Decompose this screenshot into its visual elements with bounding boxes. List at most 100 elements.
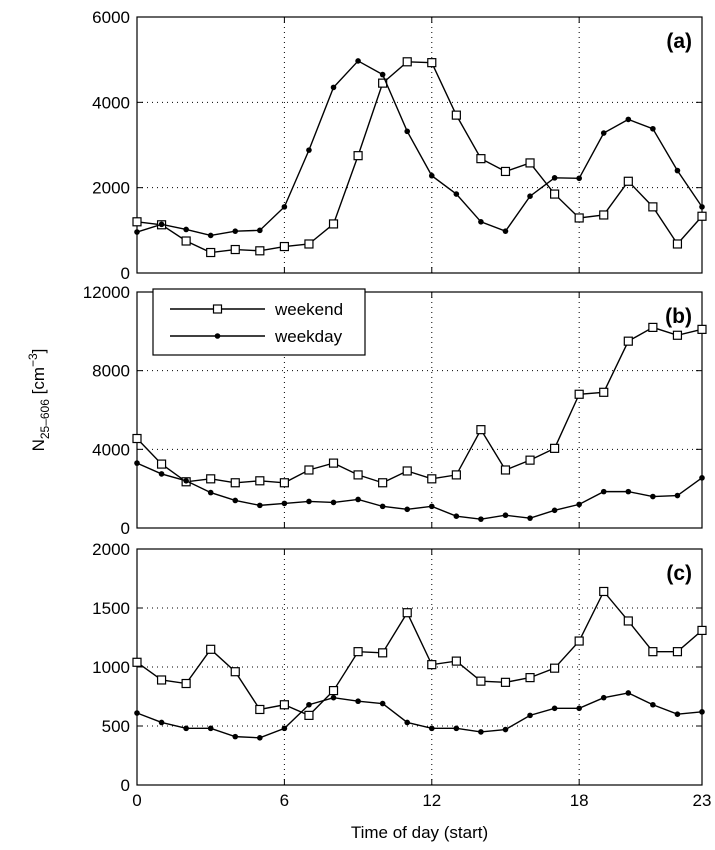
data-point-weekday — [158, 221, 165, 228]
data-point-weekend — [402, 466, 412, 476]
legend-label-weekday: weekday — [274, 327, 343, 346]
data-point-weekend — [206, 474, 216, 484]
legend-box — [152, 288, 366, 356]
data-point-weekday — [379, 71, 386, 78]
y-tick-label: 500 — [102, 717, 130, 736]
data-point-weekday — [281, 204, 288, 210]
data-point-weekend — [574, 389, 584, 399]
data-point-weekday — [158, 719, 165, 726]
panel-b: 0 4000 8000 12000 (b) — [83, 283, 707, 538]
series-line-weekday — [136, 692, 703, 739]
data-point-weekend — [206, 644, 216, 654]
data-point-weekday — [134, 229, 140, 235]
data-point-weekday — [551, 507, 558, 514]
data-point-weekend — [525, 158, 535, 168]
data-point-weekend — [328, 219, 339, 229]
data-point-weekend — [525, 673, 535, 683]
data-point-weekday — [699, 475, 705, 481]
data-point-weekday — [576, 501, 582, 508]
data-point-weekday — [478, 219, 484, 225]
data-point-weekday — [551, 175, 558, 181]
y-tick-label: 6000 — [92, 8, 130, 27]
data-point-weekday — [699, 709, 705, 715]
data-point-weekday — [674, 167, 681, 174]
data-point-weekend — [672, 239, 683, 249]
data-point-weekday — [207, 232, 214, 239]
data-point-weekday — [232, 228, 239, 234]
data-point-weekend — [206, 247, 216, 258]
panel-frame — [136, 291, 703, 529]
data-point-weekday — [281, 725, 288, 732]
panel-a: 0 2000 4000 6000 (a) — [92, 8, 707, 283]
data-point-weekend — [255, 704, 265, 715]
data-point-weekday — [650, 493, 656, 500]
data-point-weekday — [281, 500, 288, 507]
data-point-weekday — [699, 204, 705, 210]
data-point-weekend — [697, 324, 707, 334]
y-tick-label: 12000 — [83, 283, 130, 302]
data-point-weekend — [402, 608, 412, 618]
data-point-weekend — [230, 478, 240, 488]
data-point-weekend — [451, 110, 461, 120]
data-point-weekend — [623, 176, 633, 186]
data-point-weekday — [650, 125, 656, 132]
panel-frame — [136, 16, 703, 274]
y-tick-label: 1500 — [92, 599, 130, 618]
data-point-weekend — [230, 244, 240, 255]
data-point-weekend — [648, 202, 658, 212]
data-point-weekday — [207, 725, 214, 732]
series-line-weekday — [136, 60, 703, 237]
data-point-weekend — [328, 685, 339, 696]
data-point-weekday — [306, 498, 312, 505]
data-point-weekday — [502, 512, 509, 519]
data-point-weekday — [207, 489, 214, 496]
data-point-weekend — [476, 154, 486, 164]
data-point-weekday — [232, 733, 239, 740]
data-point-weekend — [132, 433, 142, 444]
data-point-weekend — [599, 387, 609, 397]
data-point-weekend — [156, 459, 167, 469]
data-point-weekday — [183, 478, 189, 484]
x-tick-label: 6 — [280, 791, 289, 810]
panel-label: (b) — [665, 305, 692, 328]
data-point-weekday — [257, 227, 263, 234]
data-point-weekday — [576, 175, 582, 182]
series-line-weekday — [136, 462, 703, 520]
data-point-weekend — [427, 474, 437, 484]
data-point-weekday — [453, 191, 460, 197]
legend-marker-dot — [214, 333, 221, 339]
data-point-weekday — [600, 694, 607, 701]
data-point-weekend — [648, 322, 658, 332]
data-point-weekend — [156, 675, 167, 685]
data-point-weekend — [353, 647, 363, 657]
data-point-weekend — [500, 677, 511, 687]
data-point-weekend — [476, 425, 486, 435]
legend: weekend weekday — [152, 288, 366, 356]
data-point-weekday — [404, 128, 411, 135]
data-point-weekend — [599, 586, 609, 597]
data-point-weekday — [306, 147, 312, 153]
data-point-weekend — [672, 647, 683, 657]
data-point-weekend — [500, 465, 511, 475]
data-point-weekend — [451, 470, 461, 480]
data-point-weekday — [674, 492, 681, 499]
panel-c: 0 500 1000 1500 2000 (c) — [92, 540, 707, 795]
data-point-weekend — [279, 700, 289, 710]
data-point-weekday — [404, 506, 411, 513]
data-point-weekday — [355, 58, 361, 64]
data-point-weekend — [378, 648, 388, 658]
y-tick-label: 0 — [121, 264, 130, 283]
data-point-weekend — [451, 656, 461, 666]
series-line-weekend — [136, 590, 703, 717]
data-point-weekend — [697, 625, 707, 636]
data-point-weekday — [232, 497, 239, 504]
data-point-weekday — [183, 725, 189, 732]
y-tick-label: 8000 — [92, 362, 130, 381]
y-tick-label: 1000 — [92, 658, 130, 677]
x-tick-label: 23 — [693, 791, 712, 810]
data-point-weekend — [255, 476, 265, 486]
y-axis-label: N25–606 [cm−3] — [26, 349, 52, 452]
data-point-weekend — [672, 330, 683, 340]
data-point-weekday — [330, 84, 337, 91]
